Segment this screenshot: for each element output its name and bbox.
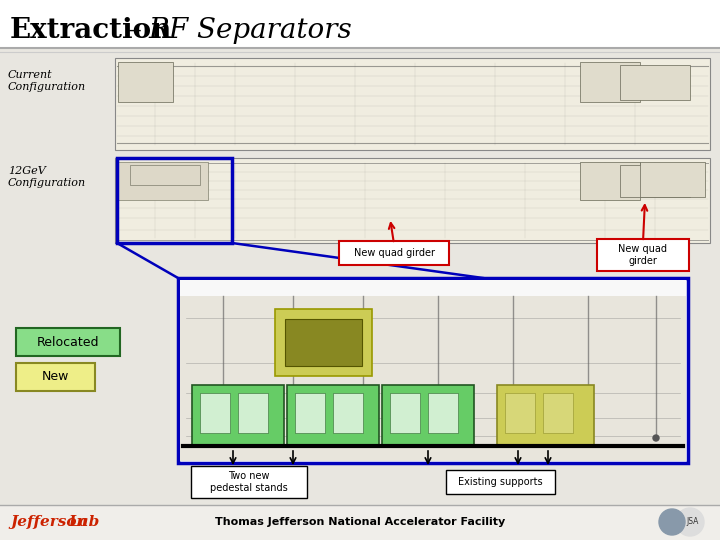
FancyBboxPatch shape <box>0 0 720 48</box>
FancyBboxPatch shape <box>0 52 720 505</box>
Text: Two new
pedestal stands: Two new pedestal stands <box>210 471 288 493</box>
Text: JSA: JSA <box>687 517 699 526</box>
FancyBboxPatch shape <box>446 470 555 494</box>
Text: New: New <box>41 370 68 383</box>
FancyBboxPatch shape <box>285 319 362 366</box>
FancyBboxPatch shape <box>390 393 420 433</box>
FancyBboxPatch shape <box>118 162 208 200</box>
Circle shape <box>435 435 441 441</box>
Text: Relocated: Relocated <box>37 335 99 348</box>
Text: Jefferson: Jefferson <box>10 515 88 529</box>
FancyBboxPatch shape <box>580 62 640 102</box>
FancyBboxPatch shape <box>505 393 535 433</box>
FancyBboxPatch shape <box>115 58 710 150</box>
Text: RF Separators: RF Separators <box>148 17 352 44</box>
Circle shape <box>676 508 704 536</box>
FancyBboxPatch shape <box>640 162 705 197</box>
Circle shape <box>510 435 516 441</box>
FancyBboxPatch shape <box>295 393 325 433</box>
Circle shape <box>585 435 591 441</box>
Circle shape <box>653 435 659 441</box>
FancyBboxPatch shape <box>620 165 690 197</box>
Circle shape <box>360 435 366 441</box>
FancyBboxPatch shape <box>382 385 474 445</box>
FancyBboxPatch shape <box>115 158 710 243</box>
FancyBboxPatch shape <box>597 239 689 271</box>
FancyBboxPatch shape <box>192 385 284 445</box>
Text: New quad girder: New quad girder <box>354 248 434 258</box>
FancyBboxPatch shape <box>580 162 640 200</box>
Text: New quad
girder: New quad girder <box>618 244 667 266</box>
FancyBboxPatch shape <box>180 280 686 296</box>
Circle shape <box>659 509 685 535</box>
Text: Current
Configuration: Current Configuration <box>8 70 86 92</box>
FancyBboxPatch shape <box>339 241 449 265</box>
Text: Existing supports: Existing supports <box>458 477 542 487</box>
FancyBboxPatch shape <box>180 280 686 461</box>
Text: 12GeV
Configuration: 12GeV Configuration <box>8 166 86 187</box>
FancyBboxPatch shape <box>543 393 573 433</box>
FancyBboxPatch shape <box>428 393 458 433</box>
FancyBboxPatch shape <box>497 385 594 445</box>
FancyBboxPatch shape <box>16 363 95 391</box>
Circle shape <box>290 435 296 441</box>
Text: –: – <box>128 17 151 44</box>
FancyBboxPatch shape <box>0 505 720 540</box>
Text: Extraction: Extraction <box>10 17 172 44</box>
FancyBboxPatch shape <box>275 309 372 376</box>
FancyBboxPatch shape <box>16 328 120 356</box>
FancyBboxPatch shape <box>620 65 690 100</box>
FancyBboxPatch shape <box>333 393 363 433</box>
FancyBboxPatch shape <box>130 165 200 185</box>
FancyBboxPatch shape <box>287 385 379 445</box>
FancyBboxPatch shape <box>200 393 230 433</box>
FancyBboxPatch shape <box>238 393 268 433</box>
FancyBboxPatch shape <box>118 62 173 102</box>
Circle shape <box>220 435 226 441</box>
FancyBboxPatch shape <box>178 278 688 463</box>
FancyBboxPatch shape <box>191 466 307 498</box>
Text: Lab: Lab <box>68 515 99 529</box>
Text: Thomas Jefferson National Accelerator Facility: Thomas Jefferson National Accelerator Fa… <box>215 517 505 527</box>
